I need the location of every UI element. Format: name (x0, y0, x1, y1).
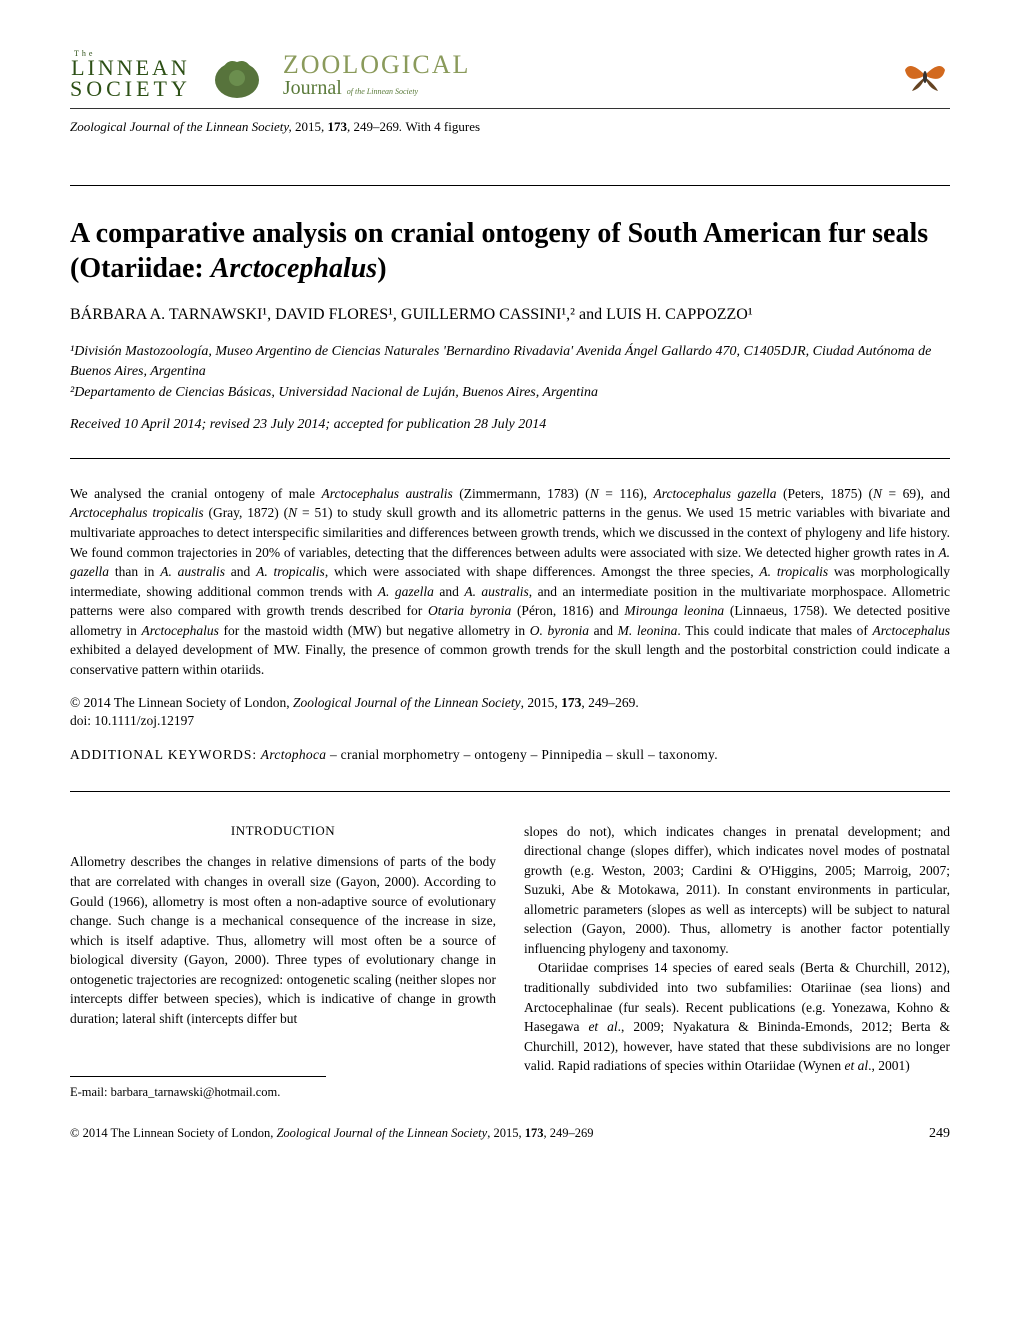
citation-volume: 173 (327, 119, 347, 134)
authors-line: BÁRBARA A. TARNAWSKI¹, DAVID FLORES¹, GU… (70, 306, 950, 324)
affiliations: ¹División Mastozoología, Museo Argentino… (70, 342, 950, 403)
journal-zoological: ZOOLOGICAL (283, 52, 471, 78)
intro-paragraph-right-2: Otariidae comprises 14 species of eared … (524, 958, 950, 1075)
header-left-group: The LINNEAN SOCIETY ZOOLOGICAL Journal o… (70, 50, 470, 100)
journal-title-block: ZOOLOGICAL Journal of the Linnean Societ… (283, 52, 471, 98)
article-title: A comparative analysis on cranial ontoge… (70, 216, 950, 286)
doi: doi: 10.1111/zoj.12197 (70, 713, 194, 728)
rule-top (70, 185, 950, 186)
page-number: 249 (929, 1126, 950, 1142)
received-dates: Received 10 April 2014; revised 23 July … (70, 417, 950, 433)
rule-after-keywords (70, 791, 950, 792)
copyright-block: © 2014 The Linnean Society of London, Zo… (70, 694, 950, 732)
affiliation-1: ¹División Mastozoología, Museo Argentino… (70, 342, 950, 383)
citation-year: 2015 (295, 119, 321, 134)
keywords-label: ADDITIONAL KEYWORDS: (70, 747, 257, 762)
column-left: INTRODUCTION Allometry describes the cha… (70, 822, 496, 1102)
page-footer: © 2014 The Linnean Society of London, Zo… (70, 1126, 950, 1142)
footer-copyright: © 2014 The Linnean Society of London, Zo… (70, 1126, 593, 1142)
email-footnote: E-mail: barbara_tarnawski@hotmail.com. (70, 1076, 326, 1101)
citation-figures: With 4 figures (405, 119, 480, 134)
keywords-line: ADDITIONAL KEYWORDS: Arctophoca – crania… (70, 745, 950, 765)
intro-paragraph-right-1: slopes do not), which indicates changes … (524, 822, 950, 959)
butterfly-icon (900, 55, 950, 95)
abstract-text: We analysed the cranial ontogeny of male… (70, 484, 950, 680)
affiliation-2: ²Departamento de Ciencias Básicas, Unive… (70, 383, 950, 403)
rule-before-abstract (70, 458, 950, 459)
logo-society: SOCIETY (70, 79, 191, 100)
citation-pages: 249–269 (353, 119, 399, 134)
citation-line: Zoological Journal of the Linnean Societ… (70, 119, 950, 135)
linnean-crest-icon (207, 50, 267, 100)
citation-journal: Zoological Journal of the Linnean Societ… (70, 119, 288, 134)
column-right: slopes do not), which indicates changes … (524, 822, 950, 1102)
body-columns: INTRODUCTION Allometry describes the cha… (70, 822, 950, 1102)
linnean-society-logo: The LINNEAN SOCIETY (70, 50, 191, 99)
introduction-heading: INTRODUCTION (70, 822, 496, 841)
journal-header: The LINNEAN SOCIETY ZOOLOGICAL Journal o… (70, 50, 950, 109)
intro-paragraph-left: Allometry describes the changes in relat… (70, 852, 496, 1028)
journal-subheading: Journal of the Linnean Society (283, 78, 471, 98)
